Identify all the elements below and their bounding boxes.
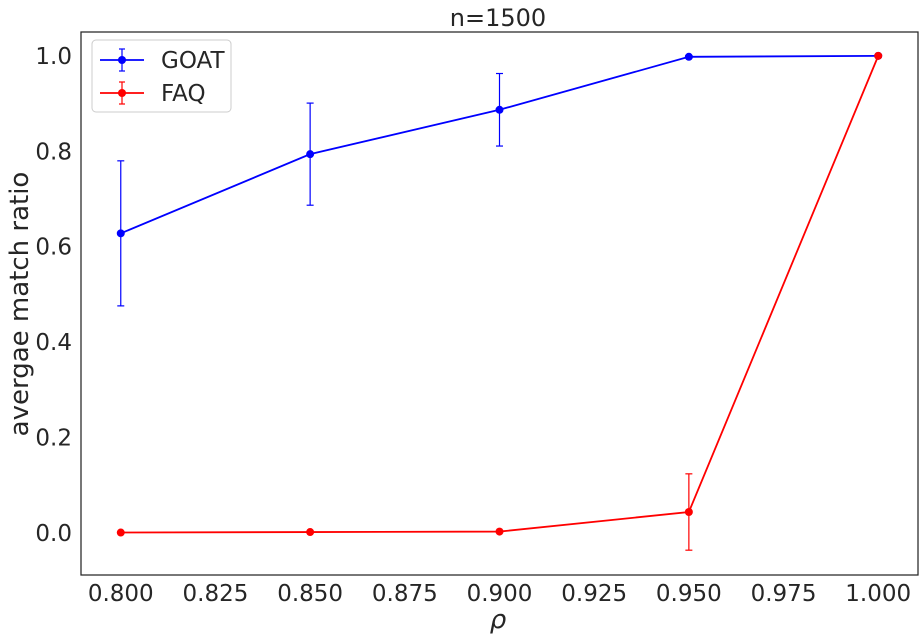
x-tick-label: 1.000 xyxy=(845,581,911,607)
x-tick-label: 0.950 xyxy=(656,581,722,607)
legend-item-faq: FAQ xyxy=(100,81,206,107)
x-tick-label: 0.925 xyxy=(561,581,627,607)
y-tick-label: 0.6 xyxy=(35,235,72,261)
data-point-goat xyxy=(116,229,125,238)
plot-area xyxy=(116,51,883,551)
x-tick-label: 0.900 xyxy=(467,581,533,607)
data-point-faq xyxy=(874,51,883,60)
data-point-goat xyxy=(495,105,504,114)
data-point-faq xyxy=(306,528,315,537)
x-tick-label: 0.975 xyxy=(751,581,817,607)
legend-item-goat: GOAT xyxy=(100,48,225,74)
x-tick-label: 0.875 xyxy=(372,581,438,607)
plot-frame xyxy=(80,31,919,576)
y-tick-label: 1.0 xyxy=(35,44,72,70)
x-tick-label: 0.800 xyxy=(88,581,154,607)
y-tick-label: 0.2 xyxy=(35,426,72,452)
data-point-faq xyxy=(116,528,125,537)
legend-box xyxy=(91,39,232,113)
x-tick-label: 0.850 xyxy=(277,581,343,607)
data-point-faq xyxy=(495,527,504,536)
axes: 0.800 0.825 0.850 0.875 0.900 0.925 0.950 0.975… xyxy=(35,31,919,607)
x-tick-label: 0.825 xyxy=(183,581,249,607)
data-point-goat xyxy=(684,52,693,61)
legend: GOAT FAQ xyxy=(91,39,232,113)
legend-marker-faq xyxy=(118,89,126,97)
data-point-goat xyxy=(306,150,315,159)
y-tick-label: 0.0 xyxy=(35,521,72,547)
chart-title: n=1500 xyxy=(450,4,546,32)
legend-marker-goat xyxy=(118,56,126,64)
data-point-faq xyxy=(684,508,693,517)
y-tick-label: 0.8 xyxy=(35,139,72,165)
x-axis-label: ρ xyxy=(490,605,507,635)
y-axis-label: avergae match ratio xyxy=(5,172,35,437)
legend-label-goat: GOAT xyxy=(161,48,225,74)
y-tick-label: 0.4 xyxy=(35,330,72,356)
legend-label-faq: FAQ xyxy=(161,81,206,107)
